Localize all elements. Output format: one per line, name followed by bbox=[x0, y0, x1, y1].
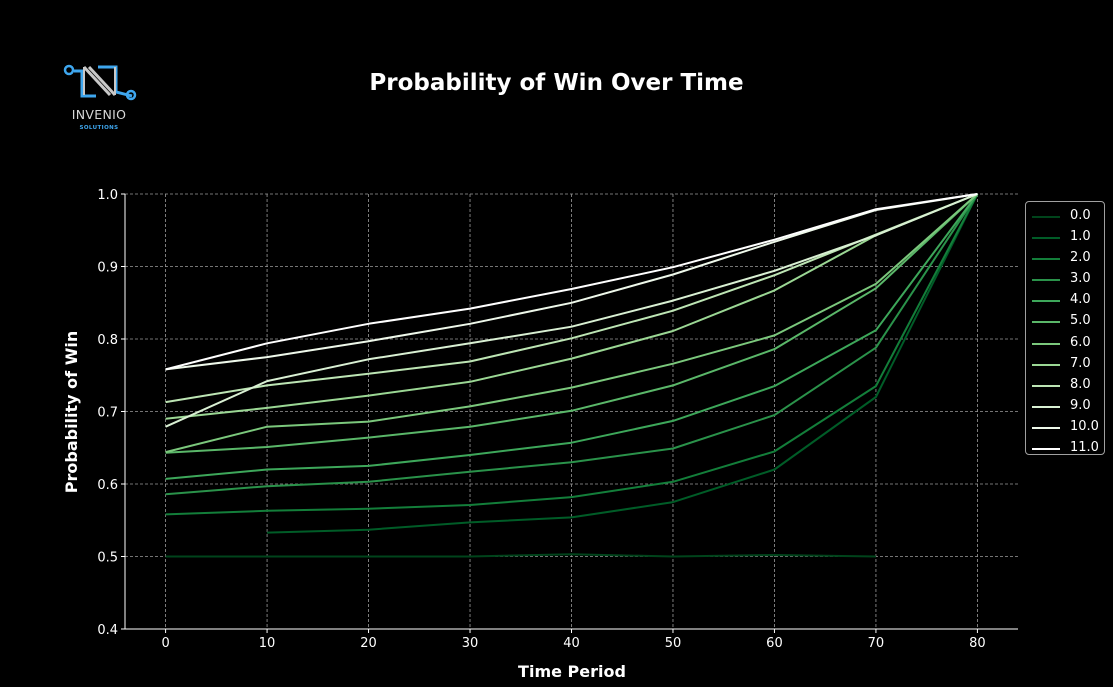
axes bbox=[121, 193, 1018, 633]
legend-item: 8.0 bbox=[1026, 375, 1104, 396]
tick-labels: 0 10 20 30 40 50 60 70 80 0.4 0.5 0.6 0.7 0.8 0.9 1.0 bbox=[97, 188, 985, 651]
legend-item: 10.0 bbox=[1026, 417, 1104, 438]
legend-swatch bbox=[1032, 216, 1060, 218]
invenio-logo-icon bbox=[63, 64, 137, 101]
series-line-3-0 bbox=[165, 193, 979, 496]
x-tick-label: 10 bbox=[259, 636, 276, 651]
series-line-7-0 bbox=[165, 193, 978, 420]
legend-label: 2.0 bbox=[1070, 250, 1091, 266]
series-line-5-0 bbox=[165, 193, 979, 454]
legend-swatch bbox=[1032, 363, 1060, 366]
legend-swatch bbox=[1032, 448, 1060, 451]
legend-label: 1.0 bbox=[1070, 229, 1091, 245]
x-tick-label: 50 bbox=[665, 636, 682, 651]
legend-label: 5.0 bbox=[1070, 313, 1091, 329]
legend-label: 4.0 bbox=[1070, 292, 1091, 308]
y-tick-label: 0.8 bbox=[97, 333, 118, 348]
series-line-2-0 bbox=[165, 193, 979, 516]
series-line-1-0 bbox=[267, 193, 979, 534]
legend-swatch bbox=[1032, 321, 1060, 324]
legend-label: 6.0 bbox=[1070, 334, 1091, 350]
x-tick-label: 80 bbox=[969, 636, 986, 651]
legend-item: 11.0 bbox=[1026, 438, 1104, 459]
y-tick-label: 0.7 bbox=[97, 406, 118, 421]
x-axis-label: Time Period bbox=[518, 662, 626, 681]
legend-label: 8.0 bbox=[1070, 376, 1091, 392]
y-axis-label: Probability of Win bbox=[62, 331, 81, 493]
legend-swatch bbox=[1032, 426, 1060, 429]
legend-label: 10.0 bbox=[1070, 418, 1099, 434]
x-tick-label: 70 bbox=[868, 636, 885, 651]
legend: 0.0 1.0 2.0 3.0 4.0 5.0 6.0 7.0 8.0 9.0 10.0 11.0 bbox=[1025, 201, 1105, 455]
x-tick-label: 60 bbox=[766, 636, 783, 651]
legend-label: 0.0 bbox=[1070, 208, 1091, 223]
legend-item: 4.0 bbox=[1026, 290, 1104, 311]
legend-swatch bbox=[1032, 342, 1060, 345]
chart-title: Probability of Win Over Time bbox=[369, 70, 744, 96]
legend-swatch bbox=[1032, 384, 1060, 387]
legend-swatch bbox=[1032, 258, 1060, 261]
legend-item: 2.0 bbox=[1026, 248, 1104, 269]
series-line-11-0 bbox=[165, 193, 978, 371]
y-tick-label: 0.4 bbox=[97, 623, 118, 638]
legend-item: 7.0 bbox=[1026, 354, 1104, 375]
legend-swatch bbox=[1032, 237, 1060, 240]
legend-label: 11.0 bbox=[1070, 440, 1099, 456]
series-line-0-0 bbox=[165, 553, 876, 558]
logo-name: INVENIO bbox=[71, 107, 127, 122]
legend-item: 0.0 bbox=[1026, 206, 1104, 227]
y-tick-label: 0.9 bbox=[97, 261, 118, 276]
series-line-9-0 bbox=[165, 193, 978, 428]
y-tick-label: 1.0 bbox=[97, 188, 118, 203]
legend-label: 3.0 bbox=[1070, 271, 1091, 287]
y-tick-label: 0.5 bbox=[97, 551, 118, 566]
legend-swatch bbox=[1032, 279, 1060, 282]
series-line-4-0 bbox=[165, 193, 979, 480]
x-tick-label: 30 bbox=[462, 636, 479, 651]
series-lines bbox=[165, 193, 979, 558]
legend-item: 5.0 bbox=[1026, 311, 1104, 332]
logo-tagline: SOLUTIONS bbox=[79, 125, 119, 131]
series-line-10-0 bbox=[165, 193, 978, 371]
legend-swatch bbox=[1032, 405, 1060, 408]
legend-item: 9.0 bbox=[1026, 396, 1104, 417]
legend-label: 7.0 bbox=[1070, 355, 1091, 371]
legend-item: 6.0 bbox=[1026, 333, 1104, 354]
x-tick-label: 40 bbox=[563, 636, 580, 651]
x-tick-label: 20 bbox=[360, 636, 377, 651]
legend-label: 9.0 bbox=[1070, 397, 1091, 413]
legend-item: 3.0 bbox=[1026, 269, 1104, 290]
series-line-6-0 bbox=[165, 193, 979, 454]
legend-swatch bbox=[1032, 300, 1060, 303]
x-tick-label: 0 bbox=[161, 636, 169, 651]
y-tick-label: 0.6 bbox=[97, 478, 118, 493]
legend-item: 1.0 bbox=[1026, 227, 1104, 248]
